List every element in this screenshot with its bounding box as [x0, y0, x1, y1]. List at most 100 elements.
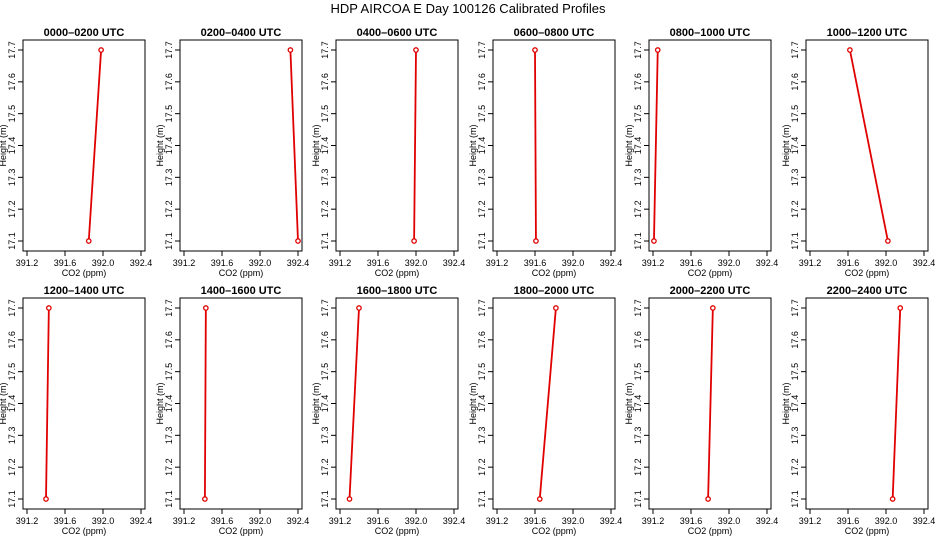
- profile-line: [204, 307, 207, 500]
- y-tick-label: 17.3: [477, 427, 487, 445]
- y-tick-label: 17.3: [320, 427, 330, 445]
- x-axis-label: CO2 (ppm): [62, 268, 107, 278]
- y-tick-label: 17.7: [320, 299, 330, 317]
- data-point: [346, 496, 353, 502]
- y-tick-label: 17.2: [790, 458, 800, 476]
- y-tick-label: 17.7: [164, 299, 174, 317]
- x-axis-label: CO2 (ppm): [375, 526, 420, 536]
- x-tick-label: 392.4: [287, 516, 310, 526]
- x-tick-label: 391.6: [211, 516, 234, 526]
- panel-10: 1800–2000 UTC 391.2 391.6 392.0 392.4 17.1 17.…: [468, 285, 622, 536]
- y-axis-label: Height (m): [468, 124, 478, 166]
- x-tick-label: 391.2: [486, 516, 509, 526]
- x-tick-label: 392.0: [718, 516, 741, 526]
- y-tick-label: 17.7: [477, 41, 487, 59]
- y-axis-label: Height (m): [0, 124, 8, 166]
- y-axis-label: Height (m): [624, 382, 634, 424]
- panel-title: 1000–1200 UTC: [827, 27, 908, 39]
- profile-line: [538, 307, 557, 500]
- y-tick-label: 17.3: [790, 169, 800, 187]
- y-tick-label: 17.6: [477, 331, 487, 349]
- x-tick-label: 392.4: [600, 258, 623, 268]
- panel-title: 1800–2000 UTC: [514, 285, 595, 297]
- panel-title: 2000–2200 UTC: [670, 285, 751, 297]
- y-tick-label: 17.6: [633, 331, 643, 349]
- y-tick-label: 17.1: [7, 490, 17, 508]
- y-tick-label: 17.1: [164, 490, 174, 508]
- data-point: [98, 47, 104, 53]
- profile-line: [87, 49, 102, 242]
- x-tick-label: 392.4: [130, 258, 153, 268]
- x-tick-label: 392.0: [92, 258, 115, 268]
- x-axis-label: CO2 (ppm): [532, 268, 577, 278]
- plot-frame: [335, 39, 459, 252]
- y-tick-label: 17.5: [320, 363, 330, 381]
- y-tick-label: 17.1: [320, 490, 330, 508]
- x-axis-label: CO2 (ppm): [532, 526, 577, 536]
- x-tick-label: 391.6: [524, 516, 547, 526]
- y-tick-label: 17.4: [790, 395, 800, 413]
- panel-2: 0200–0400 UTC 391.2 391.6 392.0 392.4 17.1 17.…: [155, 27, 309, 278]
- x-tick-label: 391.6: [54, 258, 77, 268]
- y-axis-label: Height (m): [781, 382, 791, 424]
- x-tick-label: 391.2: [799, 258, 822, 268]
- plot-frame: [179, 39, 303, 252]
- y-axis-label: Height (m): [0, 382, 8, 424]
- x-tick-label: 392.0: [718, 258, 741, 268]
- data-point: [651, 238, 657, 244]
- y-tick-label: 17.3: [633, 169, 643, 187]
- y-tick-label: 17.6: [790, 331, 800, 349]
- y-tick-label: 17.7: [320, 41, 330, 59]
- data-point: [411, 238, 417, 244]
- panel-9: 1600–1800 UTC 391.2 391.6 392.0 392.4 17.1 17.…: [311, 285, 465, 536]
- y-tick-label: 17.7: [633, 41, 643, 59]
- x-tick-label: 391.2: [16, 258, 39, 268]
- y-tick-label: 17.2: [164, 200, 174, 218]
- data-point: [85, 238, 92, 244]
- y-axis-label: Height (m): [781, 124, 791, 166]
- y-tick-label: 17.4: [164, 137, 174, 155]
- plot-frame: [805, 297, 929, 510]
- x-tick-label: 391.2: [642, 258, 665, 268]
- x-axis-label: CO2 (ppm): [845, 268, 890, 278]
- profile-line: [707, 307, 714, 500]
- y-tick-label: 17.4: [320, 395, 330, 413]
- x-tick-label: 392.4: [443, 516, 466, 526]
- x-tick-label: 391.6: [680, 516, 703, 526]
- x-tick-label: 392.4: [443, 258, 466, 268]
- data-point: [532, 47, 538, 53]
- data-point: [533, 238, 539, 244]
- x-tick-label: 392.4: [756, 516, 779, 526]
- y-tick-label: 17.6: [477, 73, 487, 91]
- x-tick-label: 392.4: [756, 258, 779, 268]
- x-tick-label: 392.0: [562, 258, 585, 268]
- y-tick-label: 17.6: [320, 331, 330, 349]
- panel-title: 0400–0600 UTC: [357, 27, 438, 39]
- y-tick-label: 17.5: [477, 105, 487, 123]
- y-tick-label: 17.4: [477, 395, 487, 413]
- x-tick-label: 391.6: [54, 516, 77, 526]
- x-tick-label: 391.6: [837, 516, 860, 526]
- x-axis-label: CO2 (ppm): [845, 526, 890, 536]
- y-tick-label: 17.1: [164, 232, 174, 250]
- data-point: [43, 496, 49, 502]
- x-tick-label: 391.6: [211, 258, 234, 268]
- y-tick-label: 17.1: [7, 232, 17, 250]
- x-tick-label: 391.6: [367, 258, 390, 268]
- y-tick-label: 17.6: [7, 73, 17, 91]
- y-tick-label: 17.4: [633, 395, 643, 413]
- profile-line: [653, 49, 659, 242]
- x-tick-label: 392.4: [913, 516, 936, 526]
- data-point: [45, 305, 52, 311]
- y-tick-label: 17.5: [790, 363, 800, 381]
- x-tick-label: 392.4: [130, 516, 153, 526]
- data-point: [203, 305, 209, 311]
- x-tick-label: 391.2: [329, 516, 352, 526]
- y-axis-label: Height (m): [468, 382, 478, 424]
- y-tick-label: 17.3: [164, 427, 174, 445]
- x-tick-label: 391.2: [329, 258, 352, 268]
- y-tick-label: 17.5: [790, 105, 800, 123]
- plot-frame: [22, 297, 146, 510]
- x-tick-label: 392.0: [405, 258, 428, 268]
- y-tick-label: 17.1: [790, 232, 800, 250]
